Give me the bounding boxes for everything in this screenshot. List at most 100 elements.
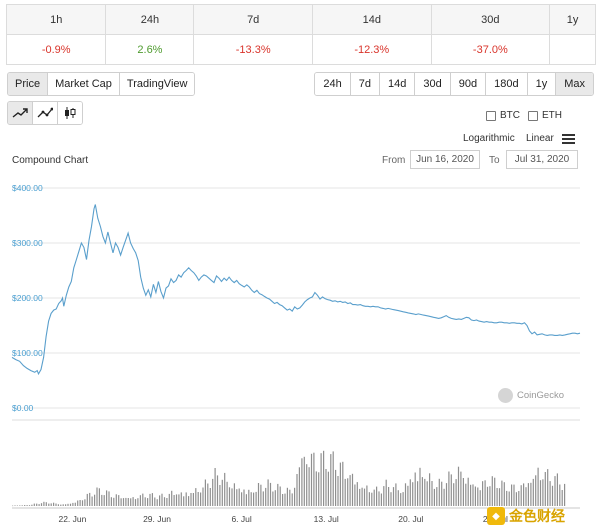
- volume-bar: [98, 488, 100, 506]
- volume-bar: [378, 491, 380, 506]
- volume-bar: [265, 487, 267, 506]
- compare-btc[interactable]: BTC: [486, 110, 520, 121]
- tab-tradingview[interactable]: TradingView: [119, 73, 195, 95]
- range-90d[interactable]: 90d: [450, 73, 487, 95]
- range-30d[interactable]: 30d: [415, 73, 451, 95]
- volume-bar: [465, 483, 467, 506]
- volume-bar: [168, 493, 170, 506]
- volume-bar: [482, 481, 484, 506]
- volume-bar: [180, 492, 182, 506]
- volume-bar: [315, 471, 317, 506]
- volume-bar: [228, 487, 231, 506]
- price-line: [11, 204, 581, 376]
- volume-bar: [486, 486, 489, 506]
- volume-bar: [31, 504, 33, 506]
- range-7d[interactable]: 7d: [350, 73, 381, 95]
- volume-bar: [383, 486, 385, 506]
- volume-bar: [60, 504, 62, 506]
- tab-price[interactable]: Price: [8, 73, 49, 95]
- tab-market-cap[interactable]: Market Cap: [48, 73, 120, 95]
- volume-bar: [192, 493, 194, 506]
- volume-bar: [291, 493, 293, 506]
- y-tick-400: $400.00: [12, 183, 43, 193]
- volume-bar: [50, 503, 52, 506]
- volume-bar: [245, 494, 247, 506]
- volume-bar: [40, 503, 43, 506]
- volume-bar: [190, 493, 192, 506]
- volume-bar: [28, 505, 31, 506]
- volume-bar: [409, 479, 411, 506]
- volume-bar: [323, 450, 325, 506]
- volume-bar: [65, 504, 67, 506]
- volume-bar: [19, 505, 21, 506]
- btc-checkbox[interactable]: [486, 110, 496, 121]
- volume-bar: [325, 469, 327, 506]
- volume-bar: [108, 491, 110, 506]
- compare-eth[interactable]: ETH: [528, 110, 562, 121]
- volume-bar: [113, 497, 115, 506]
- chart-title: Compound Chart: [12, 155, 89, 166]
- volume-bar: [479, 490, 481, 506]
- volume-bar: [151, 493, 153, 506]
- volume-bar: [195, 488, 197, 506]
- volume-bar: [48, 503, 50, 506]
- volume-bar: [349, 475, 351, 506]
- range-14d[interactable]: 14d: [380, 73, 416, 95]
- volume-bar: [33, 503, 35, 506]
- volume-bar: [351, 473, 354, 506]
- volume-bar: [262, 491, 264, 506]
- period-1h: 1h: [5, 4, 107, 35]
- marker-line-button[interactable]: [33, 102, 58, 124]
- volume-bar: [279, 486, 281, 506]
- x-tick-label: 29. Jun: [143, 514, 171, 524]
- line-chart-button[interactable]: [8, 102, 33, 124]
- volume-bar: [166, 498, 168, 506]
- range-1y[interactable]: 1y: [527, 73, 557, 95]
- eth-checkbox[interactable]: [528, 110, 538, 121]
- hamburger-menu-icon[interactable]: [562, 133, 575, 144]
- volume-bar: [354, 484, 356, 506]
- scale-logarithmic[interactable]: Logarithmic: [463, 133, 515, 144]
- volume-bar: [255, 491, 257, 506]
- volume-bar: [130, 498, 132, 506]
- from-date-input[interactable]: Jun 16, 2020: [410, 150, 480, 169]
- volume-bar: [269, 482, 272, 506]
- range-max[interactable]: Max: [556, 73, 593, 95]
- to-date-input[interactable]: Jul 31, 2020: [506, 150, 578, 169]
- volume-bar: [171, 490, 173, 506]
- volume-bar: [120, 498, 122, 506]
- volume-bar: [513, 484, 515, 506]
- volume-bars: [12, 450, 566, 507]
- volume-bar: [532, 478, 534, 506]
- volume-bar: [339, 462, 341, 506]
- volume-bar: [272, 491, 274, 506]
- volume-bar: [154, 497, 156, 506]
- volume-bar: [45, 502, 47, 506]
- volume-bar: [274, 490, 276, 506]
- scale-linear[interactable]: Linear: [526, 133, 554, 144]
- volume-bar: [67, 503, 69, 506]
- volume-bar: [284, 493, 286, 506]
- volume-bar: [515, 492, 517, 506]
- range-24h[interactable]: 24h: [315, 73, 351, 95]
- volume-bar: [356, 482, 358, 506]
- volume-bar: [137, 498, 139, 506]
- volume-bar: [38, 504, 40, 506]
- volume-bar: [320, 453, 322, 506]
- jinse-watermark-text: 金色财经: [509, 508, 565, 524]
- candlestick-button[interactable]: [58, 102, 82, 124]
- volume-bar: [549, 481, 551, 506]
- x-tick-label: 6. Jul: [231, 514, 252, 524]
- volume-bar: [429, 473, 431, 506]
- volume-bar: [14, 505, 16, 506]
- volume-bar: [294, 487, 296, 506]
- volume-bar: [226, 481, 228, 506]
- volume-bar: [200, 492, 202, 506]
- volume-bar: [426, 481, 428, 506]
- volume-bar: [539, 480, 542, 506]
- volume-bar: [342, 461, 344, 506]
- volume-bar: [84, 499, 86, 506]
- range-180d[interactable]: 180d: [486, 73, 528, 95]
- volume-bar: [330, 454, 332, 506]
- volume-bar: [537, 467, 539, 506]
